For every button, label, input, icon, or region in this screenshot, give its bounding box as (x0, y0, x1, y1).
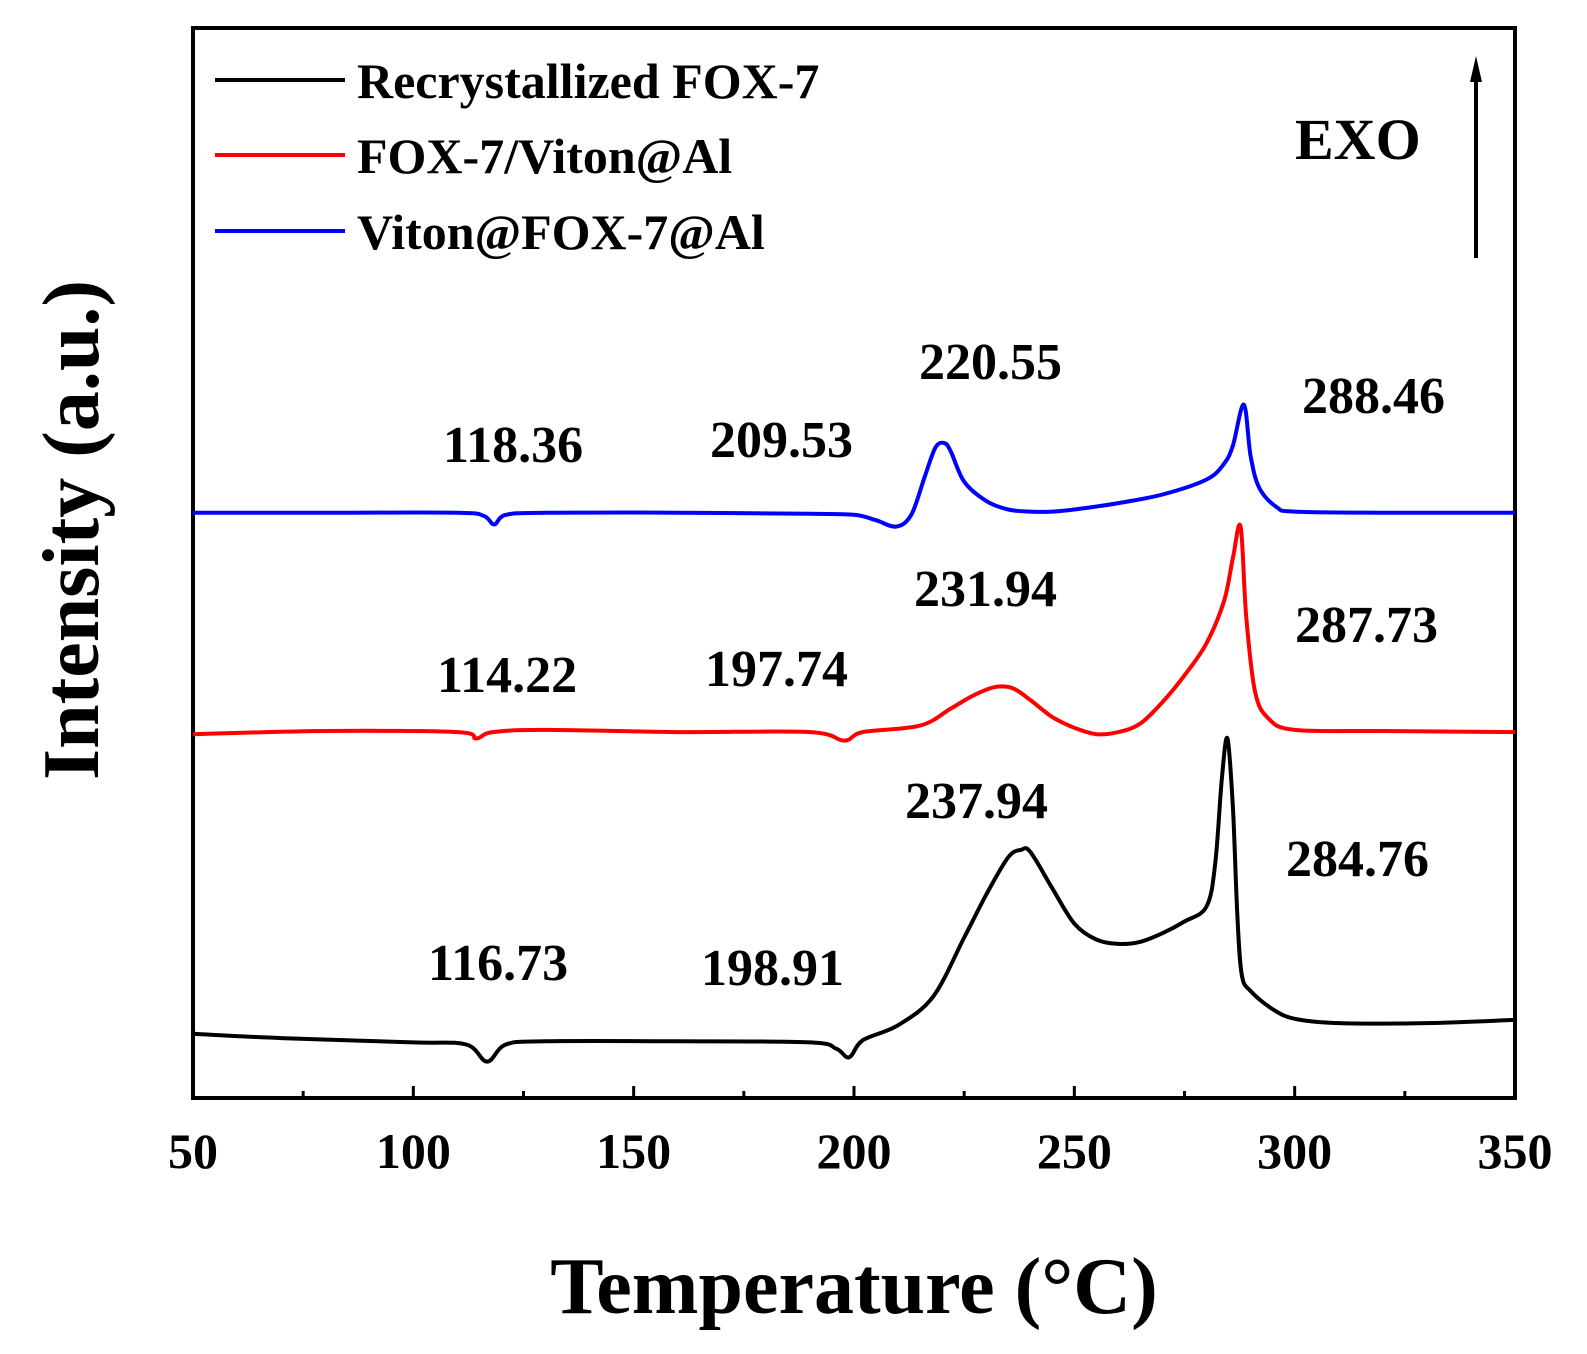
series-line-recrystallized-fox7 (192, 735, 1516, 1064)
peak-label-237-94: 237.94 (905, 773, 1048, 830)
x-tick-label: 250 (1037, 1123, 1112, 1179)
series-group (192, 402, 1516, 1064)
legend-label-viton-fox7-al: Viton@FOX-7@Al (357, 204, 765, 260)
peak-label-209-53: 209.53 (710, 412, 853, 469)
x-axis-title: Temperature (°C) (550, 1243, 1157, 1331)
exo-indicator: EXO (1295, 56, 1482, 258)
peak-label-116-73: 116.73 (428, 935, 568, 992)
peak-label-288-46: 288.46 (1302, 368, 1445, 425)
series-line-fox7-viton-al (192, 522, 1516, 743)
exo-label: EXO (1295, 107, 1421, 172)
x-tick-label: 100 (376, 1123, 451, 1179)
y-axis-title: Intensity (a.u.) (28, 280, 116, 780)
x-tick-label: 200 (817, 1123, 892, 1179)
peak-label-220-55: 220.55 (919, 334, 1062, 391)
x-axis-ticks: 50 100 150 200 250 300 350 (168, 1086, 1553, 1179)
series-line-viton-fox7-al (193, 402, 1516, 529)
legend-label-recrystallized: Recrystallized FOX-7 (357, 53, 819, 109)
peak-label-197-74: 197.74 (705, 641, 848, 698)
x-tick-label: 150 (596, 1123, 671, 1179)
peak-label-231-94: 231.94 (914, 561, 1057, 618)
peak-label-118-36: 118.36 (443, 417, 583, 474)
peak-label-284-76: 284.76 (1286, 831, 1429, 888)
x-tick-label: 50 (168, 1123, 218, 1179)
exo-arrow-head-icon (1470, 56, 1482, 82)
legend-label-fox7-viton-al: FOX-7/Viton@Al (357, 128, 732, 184)
peak-label-198-91: 198.91 (701, 940, 844, 997)
legend: Recrystallized FOX-7 FOX-7/Viton@Al Vito… (215, 53, 819, 260)
peak-label-287-73: 287.73 (1295, 597, 1438, 654)
x-tick-label: 350 (1478, 1123, 1553, 1179)
plot-frame (191, 26, 1517, 1100)
peak-label-114-22: 114.22 (437, 647, 577, 704)
x-tick-label: 300 (1257, 1123, 1332, 1179)
